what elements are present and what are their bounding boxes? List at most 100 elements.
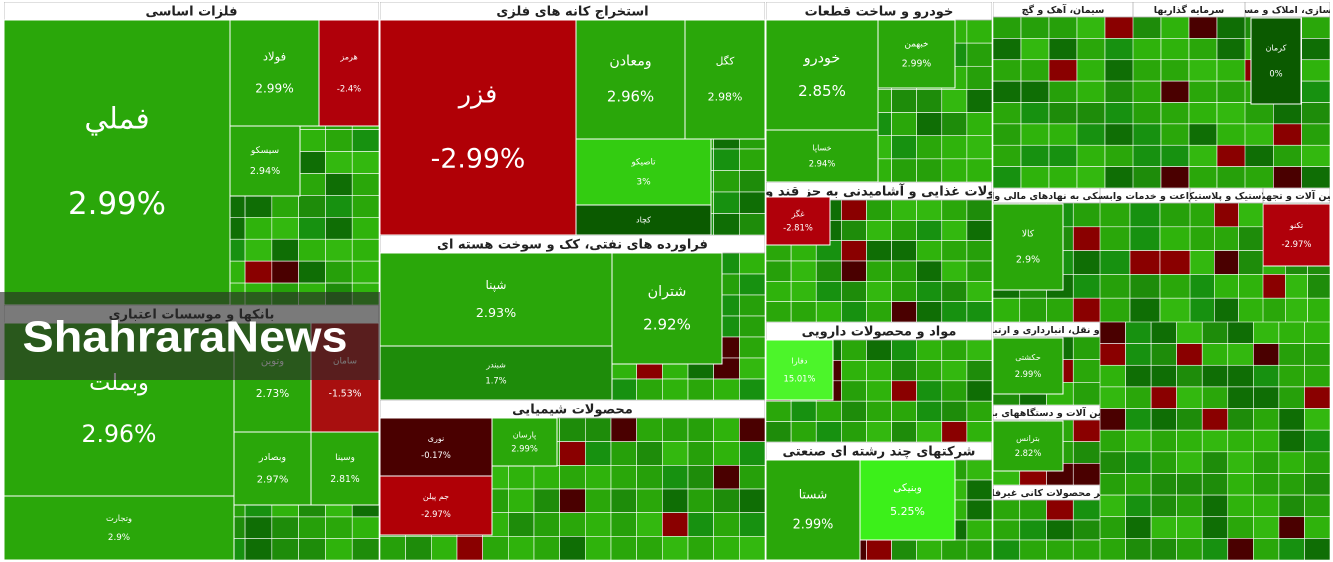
tile-change: 2.85% bbox=[798, 82, 846, 100]
small-tile bbox=[866, 339, 892, 361]
sector-title: حمل و نقل، انبارداری و ارتباطات bbox=[968, 325, 1124, 336]
small-tile bbox=[585, 441, 612, 466]
sector-title: سیمان، آهک و گچ bbox=[1022, 3, 1105, 16]
small-tile bbox=[739, 441, 765, 466]
watermark: ShahraraNews bbox=[23, 313, 348, 362]
tile-change: 2.94% bbox=[250, 166, 280, 177]
small-tile bbox=[1160, 16, 1190, 39]
small-tile bbox=[916, 380, 943, 402]
small-tile bbox=[298, 173, 326, 196]
small-tile bbox=[739, 378, 765, 400]
small-tile bbox=[1245, 166, 1274, 188]
small-tile bbox=[1273, 123, 1302, 146]
small-tile bbox=[1125, 343, 1152, 366]
small-tile bbox=[1072, 463, 1100, 485]
small-tile bbox=[1176, 538, 1203, 561]
small-tile bbox=[351, 129, 379, 152]
small-tile bbox=[1019, 539, 1047, 560]
small-tile bbox=[1176, 386, 1203, 409]
sector: ماشین آلات و دستگاههای برقی بترانس 2.82% bbox=[993, 405, 1100, 485]
small-tile bbox=[1020, 166, 1050, 188]
small-tile bbox=[1020, 16, 1050, 39]
tile bbox=[4, 495, 235, 560]
small-tile bbox=[1253, 538, 1280, 561]
small-tile bbox=[1129, 202, 1161, 228]
small-tile bbox=[1201, 516, 1229, 539]
small-tile bbox=[1216, 123, 1245, 146]
tile-name: جم پیلن bbox=[423, 492, 449, 501]
small-tile bbox=[585, 417, 612, 442]
tile-name: کرمان bbox=[1266, 44, 1287, 53]
tile-change: 2.99% bbox=[511, 444, 538, 454]
small-tile bbox=[1278, 364, 1305, 388]
small-tile bbox=[891, 360, 917, 382]
small-tile bbox=[891, 301, 917, 322]
sector-header bbox=[993, 485, 1100, 501]
small-tile bbox=[1125, 408, 1152, 431]
sector-title: شرکتهای چند رشته ای صنعتی bbox=[783, 445, 976, 460]
small-tile bbox=[1227, 343, 1254, 366]
small-tile bbox=[1301, 59, 1330, 82]
small-tile bbox=[1133, 80, 1162, 103]
small-tile bbox=[1227, 321, 1254, 344]
sector: ی کمکی به نهادهای مالی واسط کالا 2.9% bbox=[993, 188, 1100, 322]
small-tile bbox=[1201, 473, 1229, 496]
small-tile bbox=[1278, 343, 1305, 366]
small-tile bbox=[559, 512, 586, 537]
small-tile bbox=[271, 260, 299, 284]
tile bbox=[1263, 203, 1330, 267]
small-tile bbox=[941, 339, 968, 361]
small-tile bbox=[1125, 429, 1152, 453]
tile bbox=[575, 19, 686, 140]
small-tile bbox=[1150, 538, 1177, 561]
small-tile bbox=[1046, 499, 1074, 521]
small-tile bbox=[941, 158, 968, 182]
small-tile bbox=[739, 170, 765, 193]
small-tile bbox=[1304, 386, 1331, 409]
small-tile bbox=[1099, 494, 1126, 518]
small-tile bbox=[1100, 226, 1131, 251]
small-tile bbox=[1201, 364, 1229, 388]
small-tile bbox=[1188, 16, 1218, 39]
small-tile bbox=[1076, 16, 1106, 39]
small-tile bbox=[1238, 274, 1263, 299]
small-tile bbox=[966, 135, 992, 160]
tile bbox=[611, 252, 723, 365]
small-tile bbox=[866, 260, 892, 282]
small-tile bbox=[941, 220, 968, 241]
small-tile bbox=[713, 441, 740, 466]
tile-name: تکنو bbox=[1289, 221, 1303, 230]
small-tile bbox=[1238, 297, 1263, 322]
small-tile bbox=[941, 400, 968, 422]
small-tile bbox=[1263, 297, 1286, 322]
small-tile bbox=[1278, 516, 1305, 539]
small-tile bbox=[866, 220, 892, 241]
small-tile bbox=[941, 539, 968, 560]
small-tile bbox=[1072, 382, 1100, 405]
small-tile bbox=[405, 536, 432, 560]
small-tile bbox=[1227, 494, 1254, 518]
tile bbox=[4, 19, 231, 305]
small-tile bbox=[1099, 451, 1126, 474]
sector-title: استخراج کانه های فلزی bbox=[496, 5, 648, 20]
tile-change: 2.99% bbox=[255, 81, 294, 95]
small-tile bbox=[298, 238, 326, 262]
small-tile bbox=[1216, 16, 1245, 39]
small-tile bbox=[1046, 519, 1074, 541]
tile-change: 2.9% bbox=[108, 533, 130, 543]
small-tile bbox=[244, 217, 273, 240]
small-tile bbox=[1048, 38, 1078, 61]
small-tile bbox=[966, 301, 992, 322]
small-tile bbox=[1201, 429, 1229, 453]
tile-name: سیسکو bbox=[250, 146, 279, 156]
tile-change: 2.94% bbox=[809, 158, 836, 168]
tile-name: خودرو bbox=[803, 51, 840, 67]
other-sectors bbox=[1099, 321, 1331, 561]
small-tile bbox=[1227, 516, 1254, 539]
small-tile bbox=[1190, 250, 1215, 275]
small-tile bbox=[1125, 516, 1152, 539]
small-tile bbox=[1307, 274, 1330, 299]
small-tile bbox=[966, 339, 992, 361]
small-tile bbox=[1104, 123, 1133, 146]
small-tile bbox=[1048, 102, 1078, 125]
